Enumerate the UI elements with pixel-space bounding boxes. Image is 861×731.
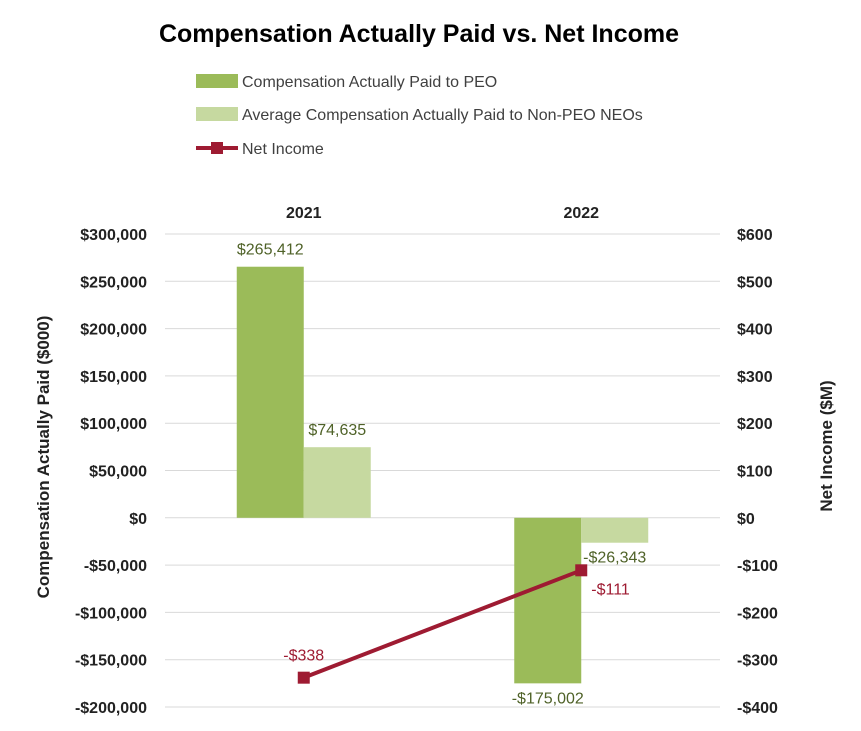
legend-swatch-peo: [196, 74, 238, 88]
right-axis-title: Net Income ($M): [817, 380, 836, 511]
legend-label-peo: Compensation Actually Paid to PEO: [242, 74, 497, 91]
net-income-marker: [297, 671, 310, 684]
net-income-data-label: -$111: [591, 581, 630, 598]
bars: [236, 266, 649, 684]
net-income-line: [297, 564, 588, 684]
bar: [581, 517, 649, 543]
left-axis-title: Compensation Actually Paid ($000): [34, 316, 53, 599]
left-tick-label: -$100,000: [75, 605, 147, 622]
category-label: 2021: [286, 205, 322, 222]
right-tick-label: $600: [737, 227, 773, 244]
right-tick-label: -$400: [737, 700, 778, 717]
right-tick-label: $500: [737, 274, 773, 291]
bar: [303, 447, 371, 518]
left-tick-label: $0: [129, 511, 147, 528]
right-tick-label: $200: [737, 416, 773, 433]
legend-marker-net-income: [211, 142, 223, 154]
right-tick-label: $0: [737, 511, 755, 528]
bar-data-label: -$175,002: [512, 690, 584, 707]
legend: Compensation Actually Paid to PEO Averag…: [196, 74, 643, 158]
legend-label-net-income: Net Income: [242, 141, 324, 158]
data-labels: $265,412 $74,635 -$175,002 -$26,343 -$338 -$1…: [237, 242, 647, 708]
legend-swatch-neo: [196, 107, 238, 121]
left-axis-ticks: $300,000 $250,000 $200,000 $150,000 $100,000…: [75, 227, 147, 717]
bar-data-label: -$26,343: [583, 550, 646, 567]
right-tick-label: -$200: [737, 605, 778, 622]
bar: [514, 517, 582, 684]
category-labels: 2021 2022: [286, 205, 599, 222]
left-tick-label: $300,000: [80, 227, 147, 244]
bar: [236, 266, 304, 518]
right-tick-label: -$300: [737, 653, 778, 670]
left-tick-label: $100,000: [80, 416, 147, 433]
chart-title: Compensation Actually Paid vs. Net Incom…: [159, 20, 679, 48]
left-tick-label: $50,000: [89, 464, 147, 481]
category-label: 2022: [563, 205, 599, 222]
right-tick-label: -$100: [737, 558, 778, 575]
left-tick-label: $200,000: [80, 322, 147, 339]
left-tick-label: $150,000: [80, 369, 147, 386]
right-tick-label: $300: [737, 369, 773, 386]
net-income-data-label: -$338: [283, 648, 324, 665]
legend-label-neo: Average Compensation Actually Paid to No…: [242, 107, 643, 124]
bar-data-label: $265,412: [237, 242, 304, 259]
net-income-marker: [575, 564, 588, 577]
bar-data-label: $74,635: [308, 422, 366, 439]
left-tick-label: -$150,000: [75, 653, 147, 670]
left-tick-label: -$50,000: [84, 558, 147, 575]
left-tick-label: $250,000: [80, 274, 147, 291]
right-tick-label: $400: [737, 322, 773, 339]
net-income-polyline: [303, 568, 582, 680]
right-tick-label: $100: [737, 464, 773, 481]
right-axis-ticks: $600 $500 $400 $300 $200 $100 $0 -$100 -$200 -$30…: [737, 227, 778, 717]
left-tick-label: -$200,000: [75, 700, 147, 717]
